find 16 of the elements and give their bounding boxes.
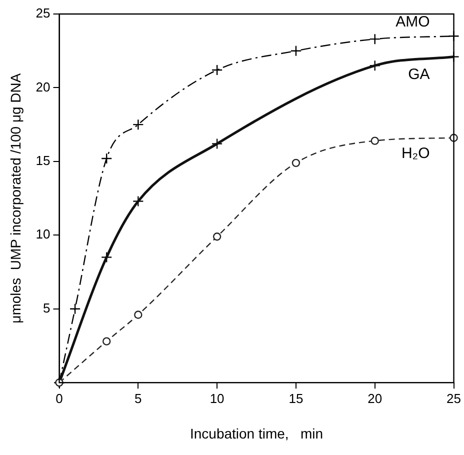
x-tick-label: 10 bbox=[210, 390, 224, 406]
y-tick-label: 15 bbox=[36, 153, 50, 168]
x-tick-label: 20 bbox=[368, 390, 382, 406]
y-axis-title: μmoles UMP incorporated /100 μg DNA bbox=[7, 72, 24, 324]
x-tick-label: 25 bbox=[446, 390, 462, 406]
series-label: AMO bbox=[396, 13, 430, 30]
y-tick-label: 20 bbox=[36, 79, 50, 94]
y-tick-label: 5 bbox=[43, 300, 50, 316]
y-tick-label: 25 bbox=[36, 6, 50, 21]
y-tick-label: 10 bbox=[36, 226, 50, 242]
x-axis-title: Incubation time, min bbox=[190, 425, 324, 442]
x-tick-label: 0 bbox=[56, 390, 63, 406]
x-tick-label: 15 bbox=[288, 390, 304, 406]
x-tick-label: 5 bbox=[134, 390, 142, 406]
series-label: H₂O bbox=[401, 144, 430, 162]
series-label: GA bbox=[408, 66, 430, 83]
